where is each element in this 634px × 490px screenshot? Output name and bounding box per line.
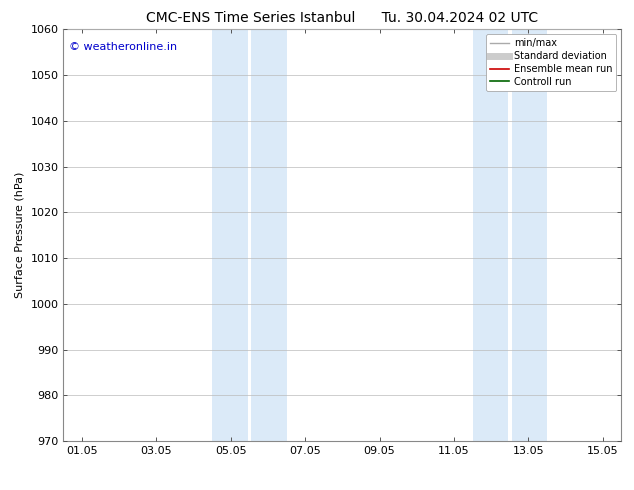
Bar (512, 29, 547, 441)
Bar (508, 29, 512, 441)
Bar (247, 29, 251, 441)
Legend: min/max, Standard deviation, Ensemble mean run, Controll run: min/max, Standard deviation, Ensemble me… (486, 34, 616, 91)
Text: © weatheronline.in: © weatheronline.in (69, 42, 177, 52)
Bar (251, 29, 287, 441)
Bar (472, 29, 508, 441)
Bar (212, 29, 247, 441)
Title: CMC-ENS Time Series Istanbul      Tu. 30.04.2024 02 UTC: CMC-ENS Time Series Istanbul Tu. 30.04.2… (146, 11, 538, 25)
Y-axis label: Surface Pressure (hPa): Surface Pressure (hPa) (15, 172, 25, 298)
